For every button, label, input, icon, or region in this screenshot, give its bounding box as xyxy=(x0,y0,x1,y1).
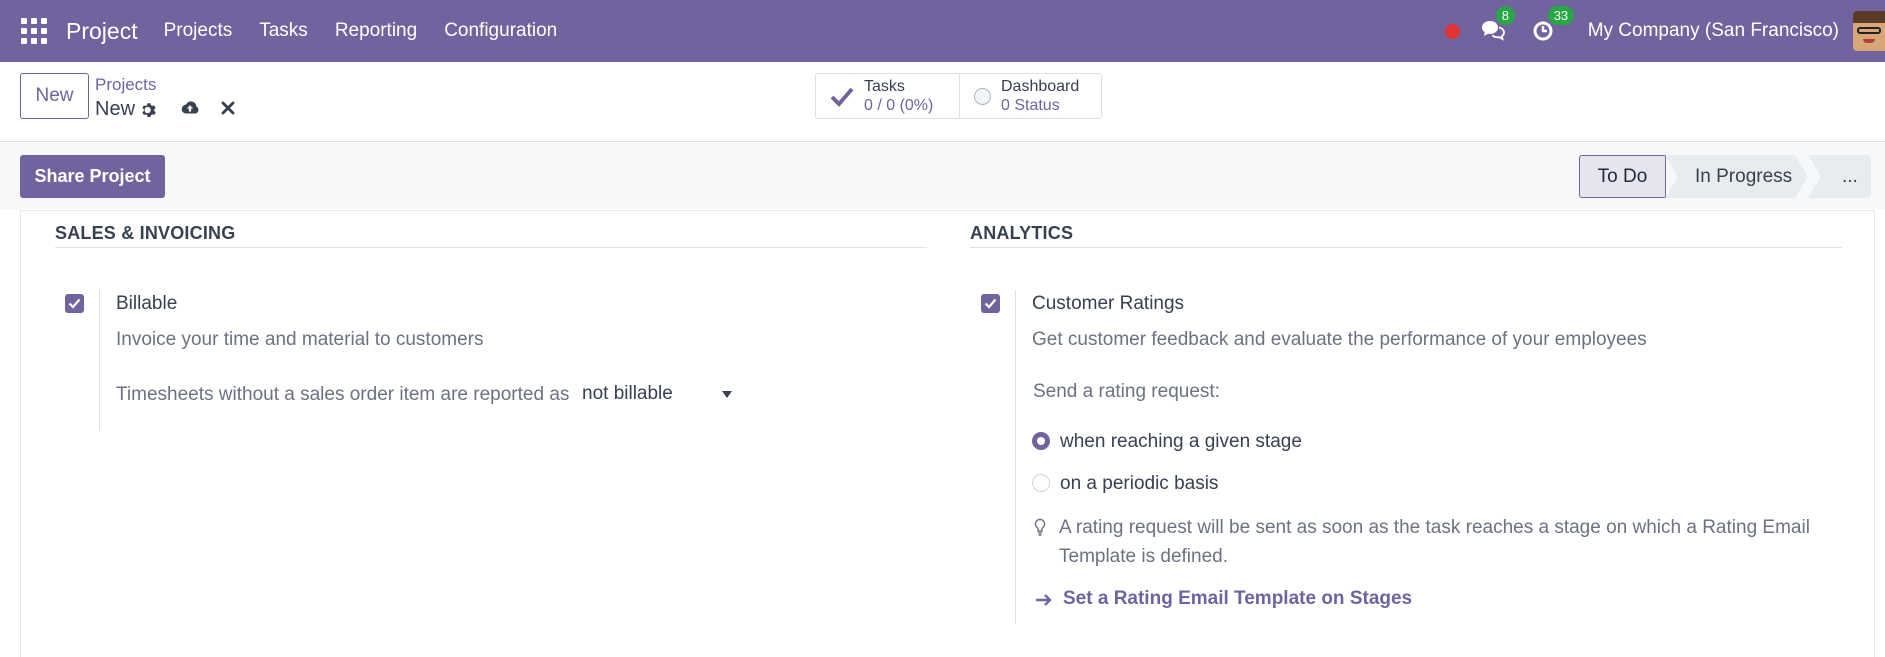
sales-divider xyxy=(55,247,927,248)
company-switcher[interactable]: My Company (San Francisco) xyxy=(1587,20,1839,41)
radio-given-stage-label[interactable]: when reaching a given stage xyxy=(1060,431,1302,452)
save-cloud-icon[interactable] xyxy=(179,99,201,117)
breadcrumb-current: New xyxy=(95,98,158,121)
timesheets-label: Timesheets without a sales order item ar… xyxy=(116,384,570,405)
billable-separator xyxy=(99,290,100,430)
share-project-button[interactable]: Share Project xyxy=(20,155,165,198)
dashboard-smart-button[interactable]: Dashboard 0 Status xyxy=(959,74,1101,118)
radio-periodic-label[interactable]: on a periodic basis xyxy=(1060,473,1219,494)
top-navbar: Project Projects Tasks Reporting Configu… xyxy=(0,0,1885,62)
new-button[interactable]: New xyxy=(20,73,89,119)
arrow-right-icon xyxy=(1036,594,1052,606)
gear-icon[interactable] xyxy=(140,101,158,119)
customer-ratings-description: Get customer feedback and evaluate the p… xyxy=(1032,329,1647,350)
billable-description: Invoice your time and material to custom… xyxy=(116,329,484,350)
status-circle-icon xyxy=(974,87,991,105)
lightbulb-icon xyxy=(1034,518,1046,536)
sales-invoicing-title: SALES & INVOICING xyxy=(55,223,236,243)
billable-title: Billable xyxy=(116,293,178,314)
send-rating-label: Send a rating request: xyxy=(1033,381,1220,402)
menu-configuration[interactable]: Configuration xyxy=(444,20,558,41)
app-name[interactable]: Project xyxy=(66,17,138,44)
dashboard-stat-value: 0 Status xyxy=(1001,97,1060,114)
stage-todo[interactable]: To Do xyxy=(1579,155,1666,198)
menu-projects[interactable]: Projects xyxy=(163,20,233,41)
caret-down-icon[interactable] xyxy=(722,391,732,398)
tasks-smart-button[interactable]: Tasks 0 / 0 (0%) xyxy=(816,74,959,118)
discard-close-icon[interactable] xyxy=(220,100,236,116)
timesheets-select[interactable]: not billable xyxy=(582,383,673,404)
check-icon xyxy=(830,87,854,107)
menu-tasks[interactable]: Tasks xyxy=(259,20,308,41)
analytics-title: ANALYTICS xyxy=(970,223,1074,243)
stage-more[interactable]: ... xyxy=(1808,155,1871,198)
analytics-divider xyxy=(970,247,1842,248)
customer-ratings-title: Customer Ratings xyxy=(1032,293,1185,314)
messages-count-badge: 8 xyxy=(1495,6,1515,25)
stage-in-progress[interactable]: In Progress xyxy=(1665,155,1808,198)
control-panel: New Projects New Tasks 0 / 0 (0%) Dashbo… xyxy=(0,62,1885,142)
breadcrumb-current-label: New xyxy=(95,98,136,120)
recording-indicator-icon[interactable] xyxy=(1444,23,1460,39)
apps-menu-icon[interactable] xyxy=(21,18,47,44)
billable-checkbox[interactable] xyxy=(65,294,84,313)
activity-clock-icon[interactable]: 33 xyxy=(1532,6,1575,44)
tasks-stat-value: 0 / 0 (0%) xyxy=(864,97,934,114)
dashboard-stat-label: Dashboard xyxy=(1001,78,1080,95)
rating-template-link[interactable]: Set a Rating Email Template on Stages xyxy=(1063,588,1413,609)
radio-given-stage[interactable] xyxy=(1032,432,1050,450)
form-header xyxy=(0,143,1885,209)
user-avatar[interactable] xyxy=(1853,11,1885,51)
breadcrumb-projects[interactable]: Projects xyxy=(95,75,157,94)
ratings-separator xyxy=(1015,290,1016,624)
tasks-stat-label: Tasks xyxy=(864,78,905,95)
form-sheet: SALES & INVOICING Billable Invoice your … xyxy=(20,210,1875,657)
menu-reporting[interactable]: Reporting xyxy=(334,20,418,41)
activity-count-badge: 33 xyxy=(1547,6,1575,25)
stage-statusbar: To Do In Progress ... xyxy=(1579,155,1871,198)
customer-ratings-checkbox[interactable] xyxy=(981,294,1000,313)
messages-icon[interactable]: 8 xyxy=(1480,6,1515,44)
rating-help-text: A rating request will be sent as soon as… xyxy=(1059,517,1810,567)
smart-buttons: Tasks 0 / 0 (0%) Dashboard 0 Status xyxy=(815,73,1102,119)
radio-periodic[interactable] xyxy=(1032,474,1050,492)
